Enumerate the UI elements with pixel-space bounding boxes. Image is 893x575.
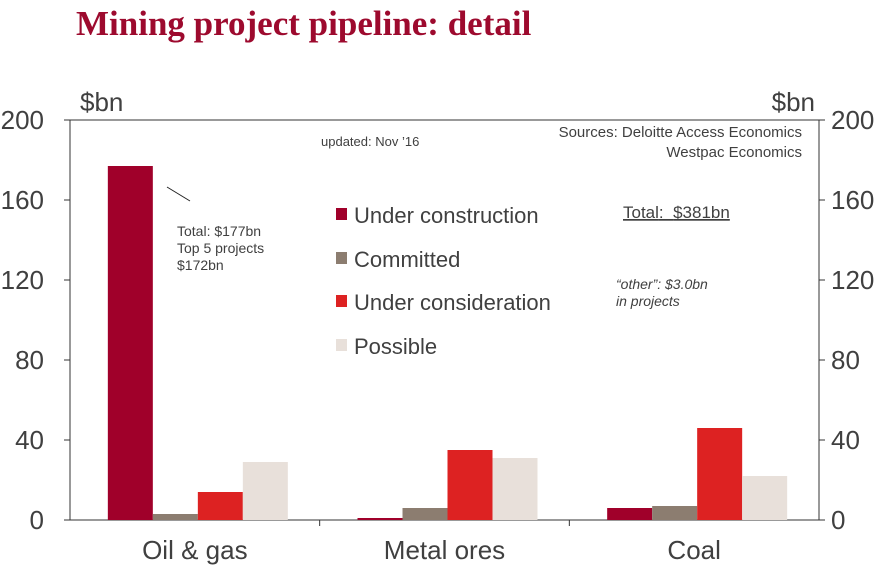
legend-label-under-consideration: Under consideration <box>354 290 551 315</box>
oil-annotation-leader <box>166 186 191 202</box>
legend-swatch-under-construction <box>336 208 347 220</box>
legend: Under construction Committed Under consi… <box>336 203 551 359</box>
bar-coal-under-construction <box>607 508 653 520</box>
bar-metal-ores-committed <box>402 508 448 520</box>
total-value: $381bn <box>673 203 730 222</box>
other-note-line-1: “other”: $3.0bn <box>616 276 708 292</box>
y-tick-label-right: 80 <box>831 345 860 375</box>
legend-swatch-possible <box>336 339 347 351</box>
y-tick-label-left: 0 <box>30 505 44 535</box>
y-tick-label-right: 160 <box>831 185 874 215</box>
bar-metal-ores-under-construction <box>357 518 403 520</box>
y-tick-label-right: 40 <box>831 425 860 455</box>
y-axis-unit-left: $bn <box>80 87 123 117</box>
bar-oil-gas-possible <box>242 462 288 520</box>
bar-metal-ores-under-consideration <box>447 450 493 520</box>
y-tick-label-right: 120 <box>831 265 874 295</box>
oil-note-line-1: Total: $177bn <box>177 223 261 239</box>
legend-swatch-under-consideration <box>336 295 347 307</box>
x-tick-label-coal: Coal <box>667 535 720 565</box>
bar-coal-under-consideration <box>697 428 743 520</box>
y-tick-label-left: 120 <box>1 265 44 295</box>
total-colon: : <box>659 203 673 222</box>
oil-note-line-2: Top 5 projects <box>177 240 264 256</box>
bars <box>107 166 788 520</box>
y-tick-label-right: 0 <box>831 505 845 535</box>
chart-title: Mining project pipeline: detail <box>76 4 532 43</box>
y-tick-label-left: 200 <box>1 105 44 135</box>
x-axis-labels: Oil & gas Metal ores Coal <box>142 535 721 565</box>
legend-label-under-construction: Under construction <box>354 203 539 228</box>
bar-coal-committed <box>652 506 698 520</box>
updated-note: updated: Nov ’16 <box>321 134 419 149</box>
y-tick-label-left: 160 <box>1 185 44 215</box>
total-label-text: Total <box>623 203 659 222</box>
sources-line-1: Sources: Deloitte Access Economics <box>559 124 802 141</box>
bar-oil-gas-under-construction <box>107 166 153 520</box>
y-tick-label-left: 40 <box>15 425 44 455</box>
legend-label-possible: Possible <box>354 334 437 359</box>
legend-swatch-committed <box>336 252 347 264</box>
axis-ticks: 0 0 40 40 80 80 120 120 160 160 200 200 <box>1 105 875 535</box>
total-label: Total: $381bn <box>623 203 730 222</box>
bar-coal-possible <box>742 476 788 520</box>
bar-oil-gas-committed <box>152 514 198 520</box>
legend-label-committed: Committed <box>354 247 460 272</box>
x-tick-label-oil-gas: Oil & gas <box>142 535 248 565</box>
bar-metal-ores-possible <box>492 458 538 520</box>
y-axis-unit-right: $bn <box>772 87 815 117</box>
oil-note-line-3: $172bn <box>177 257 224 273</box>
other-note-line-2: in projects <box>616 293 680 309</box>
x-tick-label-metal-ores: Metal ores <box>384 535 505 565</box>
sources-line-2: Westpac Economics <box>666 144 802 161</box>
y-tick-label-right: 200 <box>831 105 874 135</box>
bar-oil-gas-under-consideration <box>197 492 243 520</box>
y-tick-label-left: 80 <box>15 345 44 375</box>
